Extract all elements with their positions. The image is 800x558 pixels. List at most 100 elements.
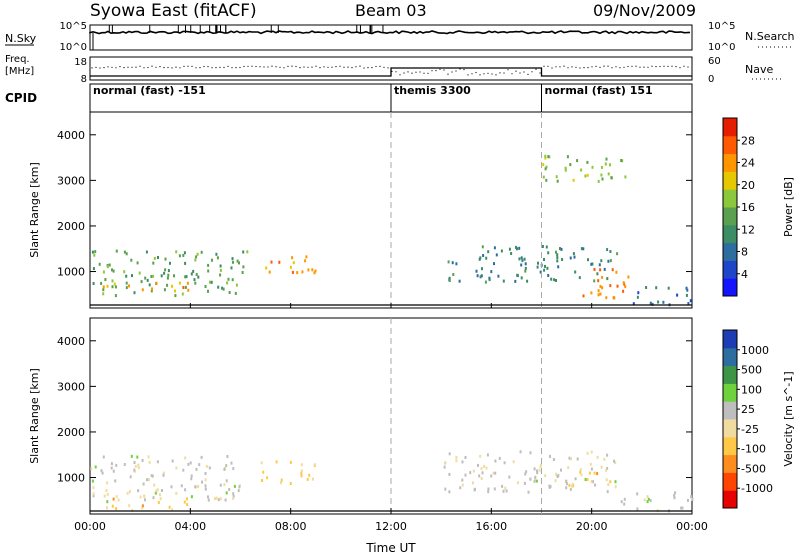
echo-cell — [525, 470, 528, 474]
echo-cell — [104, 278, 107, 281]
echo-cell — [560, 247, 563, 251]
echo-cell — [280, 481, 282, 485]
echo-cell — [500, 249, 503, 253]
nave-dot — [367, 67, 369, 69]
echo-cell — [210, 280, 213, 284]
colorbar-segment — [723, 207, 737, 226]
nave-dot — [259, 66, 261, 68]
date-label: 09/Nov/2009 — [593, 1, 696, 20]
nave-dot — [243, 65, 245, 68]
nave-dot — [571, 66, 573, 68]
echo-cell — [524, 269, 527, 273]
echo-cell — [478, 257, 481, 261]
echo-cell — [200, 250, 203, 254]
x-tick-label: 04:00 — [174, 520, 206, 533]
nave-dot — [483, 73, 485, 75]
echo-cell — [232, 260, 234, 264]
echo-cell — [572, 178, 575, 182]
echo-cell — [217, 498, 220, 502]
echo-cell — [128, 284, 130, 288]
echo-cell — [472, 481, 474, 485]
echo-cell — [211, 258, 213, 262]
echo-cell — [197, 484, 200, 488]
echo-cell — [215, 252, 218, 256]
echo-cell — [599, 268, 602, 272]
echo-cell — [115, 495, 118, 499]
echo-cell — [143, 494, 146, 498]
nave-dot — [283, 67, 285, 69]
echo-cell — [163, 288, 166, 292]
colorbar-segment — [723, 472, 737, 491]
nave-dot — [575, 66, 577, 68]
echo-cell — [606, 248, 609, 252]
echo-cell — [548, 485, 551, 489]
nave-dot — [267, 66, 269, 68]
y-tick-label: 4000 — [57, 129, 85, 142]
echo-cell — [204, 478, 207, 482]
echo-cell — [131, 274, 133, 278]
echo-cell — [574, 270, 577, 274]
echo-cell — [111, 285, 114, 289]
echo-cell — [195, 255, 198, 259]
echo-cell — [184, 285, 187, 289]
echo-cell — [645, 286, 648, 289]
echo-cell — [565, 479, 568, 483]
echo-cell — [588, 471, 591, 475]
echo-cell — [186, 281, 189, 285]
echo-cell — [300, 474, 303, 478]
echo-cell — [311, 268, 314, 272]
nave-dot — [351, 67, 353, 69]
y-axis-label: Slant Range [km] — [28, 368, 41, 464]
echo-cell — [596, 272, 599, 276]
nave-dot — [499, 72, 501, 74]
echo-cell — [292, 261, 295, 265]
nave-dot — [275, 66, 277, 68]
colorbar-segment — [723, 242, 737, 261]
x-tick-label: 12:00 — [375, 520, 407, 533]
nave-dot — [651, 65, 653, 67]
echo-cell — [232, 492, 235, 496]
nave-dot — [683, 65, 685, 67]
colorbar-segment — [723, 278, 737, 297]
echo-cell — [183, 500, 186, 504]
nave-dot — [207, 66, 209, 68]
colorbar-tick-label: 8 — [741, 246, 748, 259]
nave-dot — [547, 65, 549, 67]
echo-cell — [130, 454, 133, 458]
nave-dot — [339, 65, 341, 67]
echo-cell — [601, 286, 604, 290]
echo-cell — [569, 256, 572, 260]
echo-cell — [157, 256, 159, 259]
echo-cell — [115, 249, 118, 253]
echo-cell — [227, 277, 230, 281]
x-tick-label: 08:00 — [275, 520, 307, 533]
echo-cell — [448, 452, 451, 456]
echo-cell — [150, 289, 153, 293]
echo-cell — [589, 462, 592, 466]
nave-dot — [439, 68, 441, 70]
colorbar-segment — [723, 189, 737, 208]
echo-cell — [260, 461, 263, 465]
echo-cell — [223, 467, 226, 471]
colorbar-tick-label: -100 — [741, 443, 766, 456]
echo-cell — [159, 497, 162, 501]
echo-cell — [553, 278, 556, 282]
nave-dot — [251, 65, 253, 67]
echo-cell — [533, 479, 536, 483]
echo-cell — [537, 261, 539, 265]
nave-dot — [475, 71, 477, 74]
echo-cell — [133, 468, 136, 472]
echo-cell — [649, 499, 652, 503]
nave-dot — [599, 66, 601, 68]
echo-cell — [554, 479, 557, 483]
nave-dot — [215, 67, 217, 69]
echo-cell — [296, 271, 299, 275]
y-tick-label: 4000 — [57, 335, 85, 348]
echo-cell — [228, 291, 231, 294]
echo-cell — [133, 291, 136, 295]
echo-cell — [590, 467, 593, 471]
echo-cell — [187, 462, 190, 466]
echo-cell — [125, 281, 128, 285]
echo-cell — [207, 289, 209, 293]
echo-cell — [539, 270, 542, 274]
